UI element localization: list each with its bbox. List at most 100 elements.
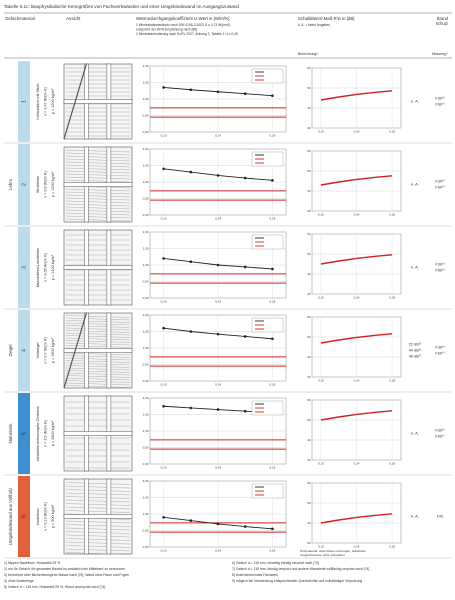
x-tick-label: 0,14 <box>354 212 360 216</box>
y-tick-label: 30 <box>307 126 311 130</box>
x-tick-label: 0,10 <box>161 299 167 303</box>
group-label: Ziegel <box>8 345 13 357</box>
y-tick-label: 40 <box>307 106 311 110</box>
y-tick-label: 60 <box>307 149 311 153</box>
y-tick-label: 40 <box>307 355 311 359</box>
hatch <box>65 327 131 331</box>
timber-rail <box>63 265 133 270</box>
y-tick-label: 30 <box>307 292 311 296</box>
hatch <box>65 367 131 371</box>
x-tick-label: 0,10 <box>161 382 167 386</box>
y-tick-label: 60 <box>307 315 311 319</box>
x-tick-label: 0,10 <box>318 295 324 299</box>
hatch <box>65 531 131 534</box>
hatch <box>65 534 131 538</box>
view-drawing <box>63 63 133 140</box>
header-note: k. A. = keine Angaben <box>298 23 330 27</box>
hatch <box>65 197 131 201</box>
fire-rating: F30⁸⁾ <box>435 262 444 267</box>
fire-rating: F60⁹⁾ <box>435 434 444 439</box>
row-number: 5 <box>21 432 27 435</box>
x-tick-label: 0,18 <box>269 465 275 469</box>
hatch <box>65 506 131 510</box>
hatch <box>65 179 131 183</box>
view-drawing <box>63 395 133 472</box>
x-tick-label: 0,14 <box>354 544 360 548</box>
data-point <box>243 176 247 180</box>
x-tick-label: 0,14 <box>215 216 221 220</box>
data-point <box>271 527 274 531</box>
y-tick-label: 1,00 <box>143 429 149 433</box>
x-tick-label: 0,18 <box>269 382 275 386</box>
hatch <box>65 552 131 555</box>
x-tick-label: 0,14 <box>215 382 221 386</box>
hatch <box>65 152 131 156</box>
footnote: 5) Gefach d = 115 mm, Holzanteil 25 %, W… <box>4 585 105 589</box>
material-text: ρ = 500 kg/m³ <box>51 504 55 528</box>
x-tick-label: 0,10 <box>318 378 324 382</box>
data-point <box>216 522 220 526</box>
material-text: Massivlehm/Leichtlehm <box>36 248 40 287</box>
hatch <box>65 330 131 333</box>
row-number: 3 <box>21 266 27 269</box>
fire-rating: F30⁸⁾ <box>435 179 444 184</box>
timber-rail <box>63 182 133 187</box>
data-point <box>243 409 247 413</box>
sound-measured: k. A. <box>411 431 419 436</box>
y-tick-label: 2,00 <box>143 396 149 400</box>
y-tick-label: 0,50 <box>143 279 149 283</box>
x-tick-label: 0,14 <box>215 133 221 137</box>
y-tick-label: 60 <box>307 481 311 485</box>
hatch <box>65 320 131 323</box>
hatch <box>65 355 131 358</box>
hatch <box>65 340 131 343</box>
y-tick-label: 0,50 <box>143 445 149 449</box>
hatch <box>65 375 131 378</box>
hatch <box>65 212 131 216</box>
data-point <box>162 326 165 330</box>
header: Schalldämm-Maß R'w in [dB] <box>298 16 354 21</box>
y-tick-label: 1,00 <box>143 346 149 350</box>
y-tick-label: 1,00 <box>143 263 149 267</box>
material-text: ρ = 2800 kg/m³ <box>51 420 55 446</box>
hatch <box>65 167 131 171</box>
hatch <box>65 362 131 366</box>
y-tick-label: 1,00 <box>143 512 149 516</box>
y-tick-label: 40 <box>307 272 311 276</box>
data-point <box>216 332 220 336</box>
y-tick-label: 2,00 <box>143 230 149 234</box>
hatch <box>65 206 131 210</box>
y-tick-label: 0,00 <box>143 462 149 466</box>
sound-measured: 44 dB⁶⁾ <box>409 348 422 353</box>
header: Ansicht <box>66 16 81 21</box>
sound-curve <box>320 333 393 344</box>
data-point <box>189 406 193 410</box>
data-point <box>271 337 274 341</box>
x-tick-label: 0,18 <box>389 295 395 299</box>
hatch <box>65 176 131 180</box>
hatch <box>65 149 131 153</box>
sound-measured: 22 dB⁵⁾ <box>409 342 422 347</box>
y-tick-label: 1,00 <box>143 180 149 184</box>
x-tick-label: 0,18 <box>269 216 275 220</box>
data-point <box>189 260 193 264</box>
hatch <box>65 372 131 376</box>
hatch <box>65 218 131 222</box>
x-tick-label: 0,14 <box>354 461 360 465</box>
y-tick-label: 1,50 <box>143 329 149 333</box>
footnote: 7) Gefach d = 115 mm, bündig verputzt un… <box>232 567 369 571</box>
data-point <box>271 179 274 182</box>
header-sub: Messung⁴⁾ <box>432 52 448 56</box>
legend-box <box>251 400 284 416</box>
material-text: Vollziegel <box>36 342 40 358</box>
row-strip <box>18 310 30 391</box>
x-tick-label: 0,18 <box>389 212 395 216</box>
x-tick-label: 0,10 <box>318 461 324 465</box>
x-tick-label: 0,14 <box>354 378 360 382</box>
row-strip <box>18 144 30 225</box>
hatch <box>65 510 131 513</box>
footnote: 8) feuerhemmendes Fachwerk <box>232 573 278 577</box>
hatch <box>65 170 131 174</box>
y-tick-label: 0,50 <box>143 362 149 366</box>
view-drawing <box>63 146 133 223</box>
